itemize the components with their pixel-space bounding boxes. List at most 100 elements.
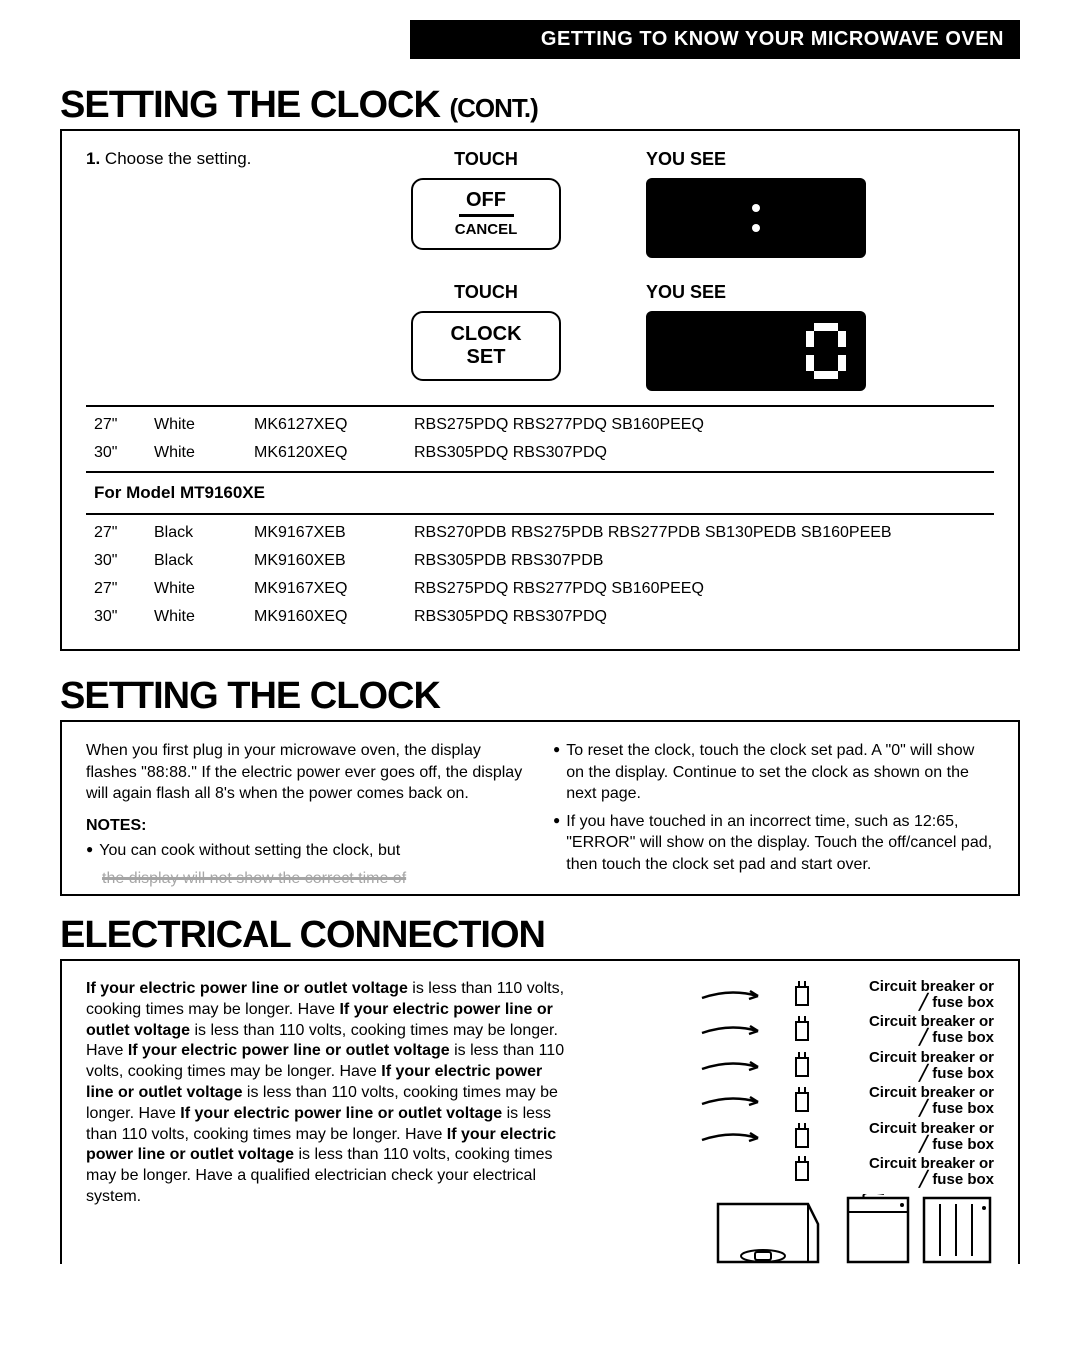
setting-clock-intro: When you first plug in your microwave ov… bbox=[86, 740, 527, 805]
breaker-row: Circuit breaker or╱ fuse box bbox=[586, 979, 994, 1011]
notes-heading: NOTES: bbox=[86, 815, 527, 837]
breaker-label: Circuit breaker or╱ fuse box bbox=[834, 1085, 994, 1117]
arrow-icon bbox=[700, 1092, 770, 1110]
cell-kit: MK9160XEQ bbox=[246, 603, 406, 631]
cell-color: Black bbox=[146, 519, 246, 547]
plug-icon bbox=[790, 1087, 814, 1115]
elec-lead: If your electric power line or outlet vo… bbox=[180, 1105, 502, 1122]
touch-row-clock: TOUCH CLOCK SET YOU SEE bbox=[386, 282, 994, 391]
yousee-heading: YOU SEE bbox=[646, 149, 866, 170]
cell-color: White bbox=[146, 411, 246, 439]
off-label: OFF bbox=[421, 190, 551, 210]
colon-dots bbox=[664, 178, 848, 258]
breaker-label: Circuit breaker or╱ fuse box bbox=[834, 1121, 994, 1153]
breaker-row: Circuit breaker or╱ fuse box bbox=[586, 1014, 994, 1046]
touch-row-off: TOUCH OFF CANCEL YOU SEE bbox=[386, 149, 994, 258]
table-row: 30"WhiteMK9160XEQRBS305PDQ RBS307PDQ bbox=[86, 603, 994, 631]
table-row: 30"BlackMK9160XEBRBS305PDB RBS307PDB bbox=[86, 547, 994, 575]
yousee-col-2: YOU SEE bbox=[646, 282, 866, 391]
cell-color: White bbox=[146, 439, 246, 467]
panel-electrical: If your electric power line or outlet vo… bbox=[60, 961, 1020, 1264]
panel-setting-clock-cont: 1. Choose the setting. TOUCH OFF CANCEL … bbox=[60, 129, 1020, 651]
elec-lead: If your electric power line or outlet vo… bbox=[86, 980, 408, 997]
clock-label: CLOCK bbox=[421, 323, 551, 346]
plug-icon bbox=[790, 1016, 814, 1044]
cell-size: 30" bbox=[86, 547, 146, 575]
cell-size: 27" bbox=[86, 411, 146, 439]
section-title-setting-clock-cont: SETTING THE CLOCK (cont.) bbox=[60, 84, 1020, 127]
table-divider-3 bbox=[86, 513, 994, 515]
cell-size: 30" bbox=[86, 439, 146, 467]
section-title-suffix: (cont.) bbox=[449, 93, 537, 123]
yousee-heading-2: YOU SEE bbox=[646, 282, 866, 303]
note-bullet-1: You can cook without setting the clock, … bbox=[86, 840, 527, 862]
seven-seg-zero-icon bbox=[804, 321, 848, 381]
cell-kit: MK6120XEQ bbox=[246, 439, 406, 467]
table-divider bbox=[86, 405, 994, 407]
cell-ovens: RBS275PDQ RBS277PDQ SB160PEEQ bbox=[406, 411, 994, 439]
display-zero bbox=[646, 311, 866, 391]
off-cancel-button[interactable]: OFF CANCEL bbox=[411, 178, 561, 250]
bottom-diagram bbox=[586, 1194, 994, 1264]
touch-col-2: TOUCH CLOCK SET bbox=[386, 282, 586, 381]
model-table-top: 27"WhiteMK6127XEQRBS275PDQ RBS277PDQ SB1… bbox=[86, 411, 994, 467]
right-bullet-1: To reset the clock, touch the clock set … bbox=[553, 740, 994, 805]
cell-size: 27" bbox=[86, 519, 146, 547]
cell-size: 27" bbox=[86, 575, 146, 603]
breaker-label-last: Circuit breaker or ╱ fuse box bbox=[834, 1156, 994, 1188]
right-bullet-1-text: To reset the clock, touch the clock set … bbox=[566, 740, 994, 805]
table-row: 27"BlackMK9167XEBRBS270PDB RBS275PDB RBS… bbox=[86, 519, 994, 547]
microwave-outline-icon bbox=[708, 1194, 828, 1264]
table-row: 27"WhiteMK9167XEQRBS275PDQ RBS277PDQ SB1… bbox=[86, 575, 994, 603]
arrow-icon bbox=[700, 1128, 770, 1146]
cell-kit: MK9167XEB bbox=[246, 519, 406, 547]
note-bullet-1-text: You can cook without setting the clock, … bbox=[99, 840, 400, 862]
step-text: Choose the setting. bbox=[105, 149, 251, 168]
plug-icon bbox=[790, 1156, 814, 1184]
arrow-icon bbox=[700, 1021, 770, 1039]
breaker-row: Circuit breaker or╱ fuse box bbox=[586, 1121, 994, 1153]
breaker-row: Circuit breaker or╱ fuse box bbox=[586, 1050, 994, 1082]
cell-color: Black bbox=[146, 547, 246, 575]
step-1-label: 1. Choose the setting. bbox=[86, 149, 386, 169]
right-bullet-2-text: If you have touched in an incorrect time… bbox=[566, 811, 994, 876]
cell-ovens: RBS305PDQ RBS307PDQ bbox=[406, 603, 994, 631]
display-colon bbox=[646, 178, 866, 258]
yousee-col: YOU SEE bbox=[646, 149, 866, 258]
touch-col: TOUCH OFF CANCEL bbox=[386, 149, 586, 250]
arrow-icon bbox=[700, 986, 770, 1004]
breaker-label: Circuit breaker or╱ fuse box bbox=[834, 979, 994, 1011]
step-number: 1. bbox=[86, 149, 100, 168]
clock-set-button[interactable]: CLOCK SET bbox=[411, 311, 561, 381]
header-title: GETTING TO KNOW YOUR MICROWAVE OVEN bbox=[541, 28, 1004, 50]
touch-heading-2: TOUCH bbox=[386, 282, 586, 303]
cell-kit: MK9160XEB bbox=[246, 547, 406, 575]
breaker-row-last: Circuit breaker or ╱ fuse box bbox=[586, 1156, 994, 1188]
section-title-electrical: ELECTRICAL CONNECTION bbox=[60, 914, 1020, 957]
breaker-label: Circuit breaker or╱ fuse box bbox=[834, 1050, 994, 1082]
cell-ovens: RBS275PDQ RBS277PDQ SB160PEEQ bbox=[406, 575, 994, 603]
plug-icon bbox=[790, 1123, 814, 1151]
electrical-right-diagram: Circuit breaker or╱ fuse boxCircuit brea… bbox=[586, 979, 994, 1264]
page-header-bar: GETTING TO KNOW YOUR MICROWAVE OVEN bbox=[410, 20, 1020, 59]
cell-color: White bbox=[146, 575, 246, 603]
model-subheading: For Model MT9160XE bbox=[86, 477, 994, 509]
cell-kit: MK9167XEQ bbox=[246, 575, 406, 603]
model-table-bottom: 27"BlackMK9167XEBRBS270PDB RBS275PDB RBS… bbox=[86, 519, 994, 631]
elec-lead: If your electric power line or outlet vo… bbox=[128, 1042, 450, 1059]
cell-ovens: RBS305PDB RBS307PDB bbox=[406, 547, 994, 575]
plug-icon bbox=[790, 1052, 814, 1080]
breaker-label: Circuit breaker or╱ fuse box bbox=[834, 1014, 994, 1046]
cell-kit: MK6127XEQ bbox=[246, 411, 406, 439]
fusebox-outline-icon bbox=[844, 1194, 994, 1264]
arrow-icon bbox=[700, 1057, 770, 1075]
plug-icon bbox=[790, 981, 814, 1009]
panel-setting-clock: When you first plug in your microwave ov… bbox=[60, 722, 1020, 896]
electrical-left-text: If your electric power line or outlet vo… bbox=[86, 979, 566, 1264]
breaker-row: Circuit breaker or╱ fuse box bbox=[586, 1085, 994, 1117]
cell-color: White bbox=[146, 603, 246, 631]
cell-ovens: RBS305PDQ RBS307PDQ bbox=[406, 439, 994, 467]
setting-clock-left-col: When you first plug in your microwave ov… bbox=[86, 740, 527, 890]
touch-heading: TOUCH bbox=[386, 149, 586, 170]
cell-ovens: RBS270PDB RBS275PDB RBS277PDB SB130PEDB … bbox=[406, 519, 994, 547]
